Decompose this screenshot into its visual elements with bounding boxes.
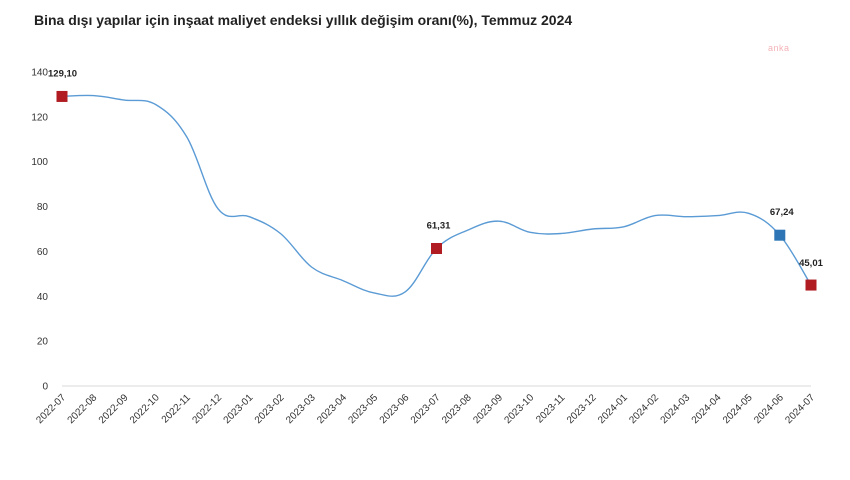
x-tick-label: 2024-02 bbox=[627, 392, 661, 426]
y-tick-label: 0 bbox=[42, 382, 48, 393]
x-tick-label: 2022-09 bbox=[97, 392, 131, 426]
x-tick-label: 2023-05 bbox=[346, 392, 380, 426]
x-tick-label: 2023-01 bbox=[222, 392, 256, 426]
y-tick-label: 140 bbox=[31, 68, 48, 79]
x-tick-label: 2024-06 bbox=[752, 392, 786, 426]
x-tick-label: 2023-07 bbox=[409, 392, 443, 426]
highlight-marker bbox=[431, 242, 442, 254]
y-tick-label: 20 bbox=[37, 337, 49, 348]
y-tick-label: 40 bbox=[37, 292, 49, 303]
data-label: 129,10 bbox=[48, 68, 77, 79]
x-tick-label: 2023-10 bbox=[503, 392, 537, 426]
plot-area: 129,10 61,31 67,24 45,01 bbox=[48, 68, 824, 297]
data-label: 45,01 bbox=[799, 258, 823, 269]
x-tick-label: 2023-06 bbox=[378, 392, 412, 426]
highlight-marker bbox=[805, 279, 817, 291]
x-tick-label: 2023-04 bbox=[315, 392, 349, 426]
x-tick-label: 2024-04 bbox=[690, 392, 724, 426]
y-tick-label: 100 bbox=[31, 157, 48, 168]
x-tick-label: 2023-11 bbox=[534, 392, 568, 426]
chart-title: Bina dışı yapılar için inşaat maliyet en… bbox=[34, 12, 573, 28]
highlight-marker bbox=[56, 90, 68, 102]
y-tick-label: 60 bbox=[37, 247, 49, 258]
x-tick-label: 2024-05 bbox=[721, 392, 755, 426]
x-tick-label: 2023-09 bbox=[471, 392, 505, 426]
data-label: 61,31 bbox=[427, 220, 451, 231]
x-tick-label: 2022-10 bbox=[128, 392, 162, 426]
x-tick-label: 2023-03 bbox=[284, 392, 318, 426]
x-tick-label: 2024-01 bbox=[596, 392, 630, 426]
x-tick-label: 2022-07 bbox=[34, 392, 68, 426]
y-tick-label: 120 bbox=[31, 112, 48, 123]
x-tick-label: 2022-08 bbox=[66, 392, 100, 426]
data-label: 67,24 bbox=[770, 207, 794, 218]
series-line bbox=[61, 94, 812, 297]
x-tick-label: 2024-07 bbox=[783, 392, 817, 426]
x-tick-label: 2023-12 bbox=[565, 392, 599, 426]
x-axis: 2022-072022-082022-092022-102022-112022-… bbox=[34, 385, 817, 426]
y-tick-label: 80 bbox=[37, 202, 49, 213]
x-tick-label: 2022-12 bbox=[190, 392, 224, 426]
y-axis: 0 20 40 60 80 100 120 140 bbox=[31, 68, 48, 393]
x-tick-label: 2024-03 bbox=[659, 392, 693, 426]
x-tick-label: 2022-11 bbox=[160, 392, 194, 426]
x-tick-label: 2023-02 bbox=[253, 392, 287, 426]
watermark-logo: anka bbox=[768, 43, 790, 53]
highlight-marker bbox=[774, 229, 786, 241]
x-tick-label: 2023-08 bbox=[440, 392, 474, 426]
